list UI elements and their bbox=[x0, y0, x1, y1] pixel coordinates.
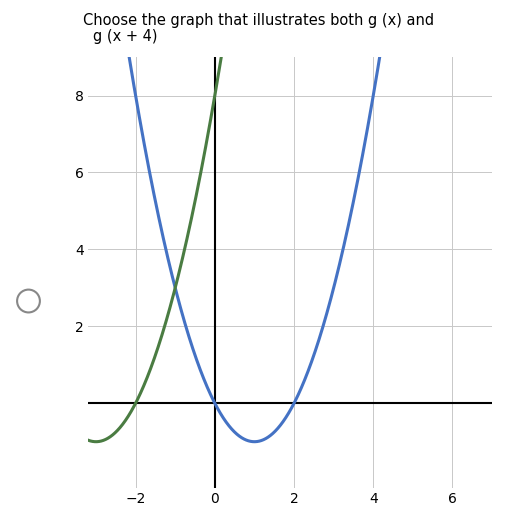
Text: Choose the graph that illustrates both g (x) and: Choose the graph that illustrates both g… bbox=[83, 13, 435, 28]
Text: g (x + 4): g (x + 4) bbox=[93, 29, 158, 44]
